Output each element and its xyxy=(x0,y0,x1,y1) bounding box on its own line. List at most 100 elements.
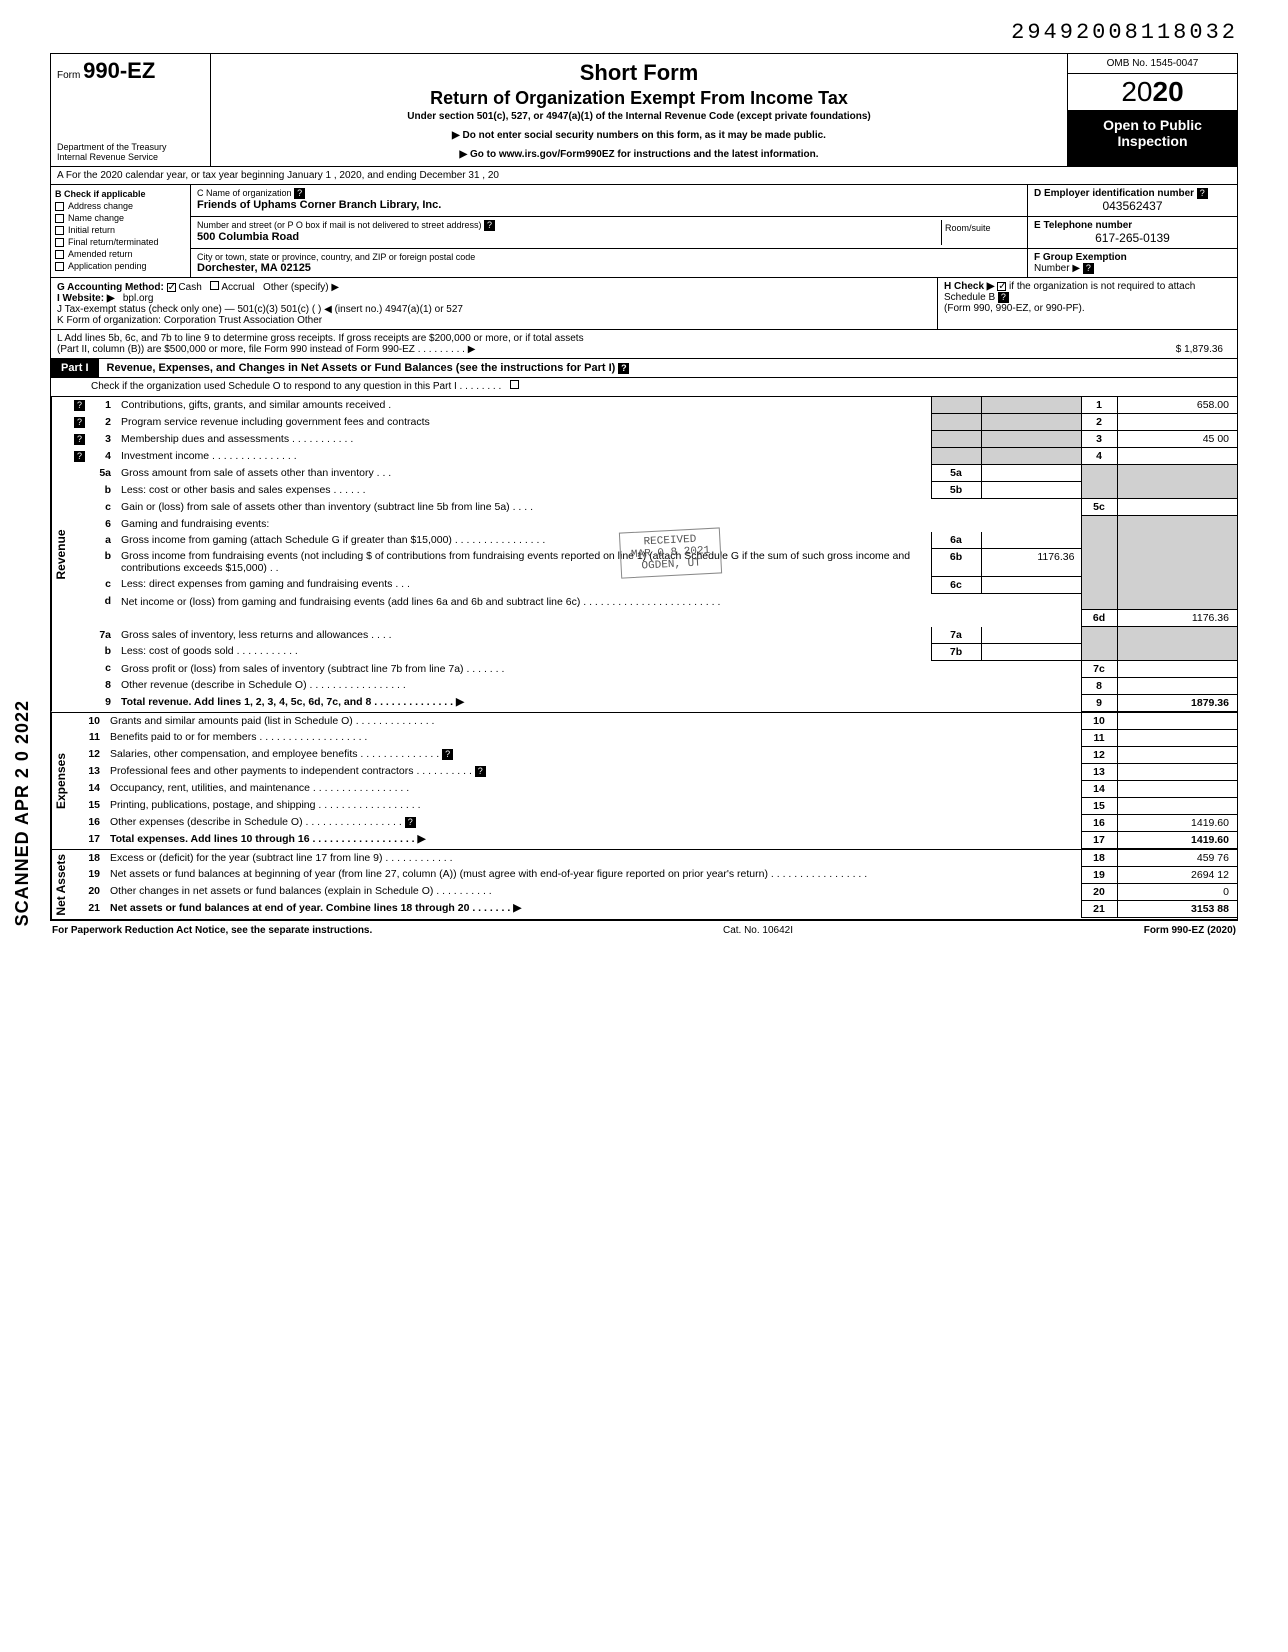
ln-1-desc: Contributions, gifts, grants, and simila… xyxy=(117,397,931,414)
lbl-address-change: Address change xyxy=(68,201,133,211)
ln-1-val: 658.00 xyxy=(1117,397,1237,414)
box-c-label: C Name of organization xyxy=(197,188,292,198)
ln-13-desc: Professional fees and other payments to … xyxy=(106,763,1081,780)
ln-20-num: 20 xyxy=(78,883,106,900)
part-1-sub: Check if the organization used Schedule … xyxy=(51,378,1237,397)
ln-7c-desc: Gross profit or (loss) from sales of inv… xyxy=(117,660,1081,677)
arrow-1: ▶ Do not enter social security numbers o… xyxy=(223,130,1055,141)
ln-10-num: 10 xyxy=(78,713,106,730)
expenses-side-label: Expenses xyxy=(51,713,70,849)
help-icon[interactable]: ? xyxy=(74,400,85,411)
net-assets-side-label: Net Assets xyxy=(51,850,70,920)
ln-3-box: 3 xyxy=(1081,431,1117,448)
help-icon[interactable]: ? xyxy=(294,188,305,199)
ln-7a-desc: Gross sales of inventory, less returns a… xyxy=(117,627,931,644)
help-icon[interactable]: ? xyxy=(1197,188,1208,199)
header-middle: Short Form Return of Organization Exempt… xyxy=(211,54,1067,166)
help-icon[interactable]: ? xyxy=(405,817,416,828)
help-icon[interactable]: ? xyxy=(74,434,85,445)
chk-schedule-o[interactable] xyxy=(510,380,519,389)
chk-cash[interactable] xyxy=(167,283,176,292)
open-line2: Inspection xyxy=(1072,133,1233,149)
ln-3-desc: Membership dues and assessments . . . . … xyxy=(117,431,931,448)
ln-18-val: 459 76 xyxy=(1117,850,1237,867)
ln-5a-box: 5a xyxy=(931,465,981,482)
ln-6a-num: a xyxy=(89,532,117,549)
l-amount: 1,879.36 xyxy=(1184,344,1223,355)
ln-15-num: 15 xyxy=(78,797,106,814)
ln-12-desc: Salaries, other compensation, and employ… xyxy=(106,746,1081,763)
net-assets-table: 18Excess or (deficit) for the year (subt… xyxy=(70,850,1237,918)
footer-left: For Paperwork Reduction Act Notice, see … xyxy=(52,925,372,936)
ln-21-box: 21 xyxy=(1081,900,1117,917)
ln-6b-val: 1176.36 xyxy=(981,548,1081,576)
lbl-other-method: Other (specify) ▶ xyxy=(263,282,339,293)
revenue-side-label: Revenue xyxy=(51,397,70,712)
ln-16-val: 1419.60 xyxy=(1117,814,1237,831)
phone: 617-265-0139 xyxy=(1034,231,1231,245)
ln-7a-box: 7a xyxy=(931,627,981,644)
chk-address-change[interactable] xyxy=(55,202,64,211)
chk-initial-return[interactable] xyxy=(55,226,64,235)
l-line2: (Part II, column (B)) are $500,000 or mo… xyxy=(57,344,1111,355)
help-icon[interactable]: ? xyxy=(998,292,1009,303)
chk-accrual[interactable] xyxy=(210,281,219,290)
org-name: Friends of Uphams Corner Branch Library,… xyxy=(197,199,1021,211)
irs-label: Internal Revenue Service xyxy=(57,152,204,162)
ln-3-val: 45 00 xyxy=(1117,431,1237,448)
help-icon[interactable]: ? xyxy=(618,363,629,374)
ln-11-val xyxy=(1117,729,1237,746)
help-icon[interactable]: ? xyxy=(1083,263,1094,274)
ln-5c-desc: Gain or (loss) from sale of assets other… xyxy=(117,499,1081,516)
help-icon[interactable]: ? xyxy=(74,417,85,428)
ln-16-box: 16 xyxy=(1081,814,1117,831)
lbl-initial-return: Initial return xyxy=(68,225,115,235)
ln-4-val xyxy=(1117,448,1237,465)
help-icon[interactable]: ? xyxy=(475,766,486,777)
ln-1-box: 1 xyxy=(1081,397,1117,414)
help-icon[interactable]: ? xyxy=(484,220,495,231)
ln-6-num: 6 xyxy=(89,516,117,532)
ln-5b-box: 5b xyxy=(931,482,981,499)
chk-app-pending[interactable] xyxy=(55,262,64,271)
h-text-2: (Form 990, 990-EZ, or 990-PF). xyxy=(944,303,1085,314)
chk-final-return[interactable] xyxy=(55,238,64,247)
ln-18-num: 18 xyxy=(78,850,106,867)
help-icon[interactable]: ? xyxy=(74,451,85,462)
lbl-app-pending: Application pending xyxy=(68,261,147,271)
l-line1: L Add lines 5b, 6c, and 7b to line 9 to … xyxy=(57,333,1111,344)
ln-8-box: 8 xyxy=(1081,677,1117,694)
part-1-header: Part I Revenue, Expenses, and Changes in… xyxy=(51,359,1237,378)
help-icon[interactable]: ? xyxy=(442,749,453,760)
open-public: Open to Public Inspection xyxy=(1068,111,1237,166)
row-j: J Tax-exempt status (check only one) — 5… xyxy=(57,304,463,315)
form-container: Form 990-EZ Department of the Treasury I… xyxy=(50,53,1238,921)
page-footer: For Paperwork Reduction Act Notice, see … xyxy=(50,921,1238,940)
ln-5b-desc: Less: cost or other basis and sales expe… xyxy=(117,482,931,499)
ln-9-val: 1879.36 xyxy=(1117,694,1237,711)
ln-17-num: 17 xyxy=(78,831,106,848)
ln-9-desc: Total revenue. Add lines 1, 2, 3, 4, 5c,… xyxy=(117,694,1081,711)
chk-amended[interactable] xyxy=(55,250,64,259)
document-stamp-number: 29492008118032 xyxy=(50,20,1238,45)
ln-19-val: 2694 12 xyxy=(1117,866,1237,883)
ln-4-num: 4 xyxy=(89,448,117,465)
chk-schedule-b[interactable] xyxy=(997,282,1006,291)
ln-14-val xyxy=(1117,780,1237,797)
lbl-amended: Amended return xyxy=(68,249,133,259)
box-d-label: D Employer identification number ? xyxy=(1034,188,1231,199)
expenses-section: Expenses 10Grants and similar amounts pa… xyxy=(51,713,1237,850)
ln-2-box: 2 xyxy=(1081,414,1117,431)
chk-name-change[interactable] xyxy=(55,214,64,223)
form-title: Short Form xyxy=(223,60,1055,86)
ln-3-num: 3 xyxy=(89,431,117,448)
form-subtitle: Return of Organization Exempt From Incom… xyxy=(223,88,1055,109)
header-right: OMB No. 1545-0047 2020 Open to Public In… xyxy=(1067,54,1237,166)
street-address: 500 Columbia Road xyxy=(197,231,941,243)
ln-2-val xyxy=(1117,414,1237,431)
ln-6b-num: b xyxy=(89,548,117,576)
ein: 043562437 xyxy=(1034,199,1231,213)
room-suite: Room/suite xyxy=(941,220,1021,245)
header-left: Form 990-EZ Department of the Treasury I… xyxy=(51,54,211,166)
ln-7c-box: 7c xyxy=(1081,660,1117,677)
